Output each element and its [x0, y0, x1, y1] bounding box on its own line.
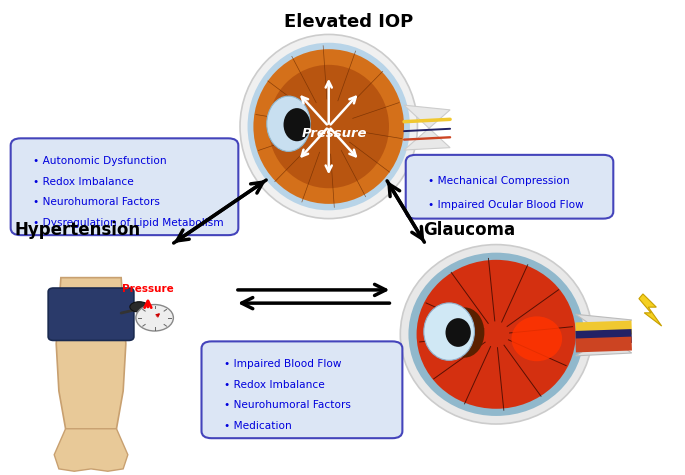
Polygon shape	[404, 105, 450, 150]
FancyBboxPatch shape	[406, 155, 613, 218]
Text: Pressure: Pressure	[122, 284, 174, 294]
Text: • Neurohumoral Factors: • Neurohumoral Factors	[33, 197, 160, 207]
Text: • Impaired Blood Flow: • Impaired Blood Flow	[223, 359, 341, 369]
Ellipse shape	[247, 43, 410, 210]
Ellipse shape	[269, 65, 389, 188]
Text: • Redox Imbalance: • Redox Imbalance	[33, 177, 134, 187]
Circle shape	[136, 304, 173, 331]
FancyBboxPatch shape	[201, 342, 402, 438]
Text: Pressure: Pressure	[302, 127, 367, 141]
Ellipse shape	[284, 108, 310, 141]
FancyBboxPatch shape	[48, 288, 134, 341]
Text: Hypertension: Hypertension	[14, 221, 140, 239]
Polygon shape	[639, 294, 662, 326]
Text: Glaucoma: Glaucoma	[423, 221, 515, 239]
Text: • Neurohumoral Factors: • Neurohumoral Factors	[223, 400, 351, 410]
Polygon shape	[54, 429, 128, 471]
Text: • Mechanical Compression: • Mechanical Compression	[428, 176, 569, 186]
Ellipse shape	[408, 253, 584, 416]
Ellipse shape	[445, 318, 471, 347]
Ellipse shape	[416, 260, 575, 409]
Text: • Impaired Ocular Blood Flow: • Impaired Ocular Blood Flow	[428, 200, 584, 210]
Text: • Redox Imbalance: • Redox Imbalance	[223, 380, 325, 390]
Polygon shape	[575, 314, 632, 356]
Ellipse shape	[424, 303, 475, 361]
Ellipse shape	[240, 35, 417, 218]
Text: • Autonomic Dysfunction: • Autonomic Dysfunction	[33, 156, 166, 166]
FancyBboxPatch shape	[11, 138, 238, 235]
Ellipse shape	[253, 49, 404, 204]
Text: • Dysregulation of Lipid Metabolism: • Dysregulation of Lipid Metabolism	[33, 218, 223, 228]
Ellipse shape	[512, 316, 562, 361]
Text: • Medication: • Medication	[223, 421, 291, 431]
Polygon shape	[56, 278, 126, 455]
Text: Elevated IOP: Elevated IOP	[284, 13, 414, 31]
Ellipse shape	[400, 245, 592, 424]
Ellipse shape	[445, 307, 484, 358]
Ellipse shape	[130, 302, 149, 312]
Ellipse shape	[266, 96, 310, 152]
